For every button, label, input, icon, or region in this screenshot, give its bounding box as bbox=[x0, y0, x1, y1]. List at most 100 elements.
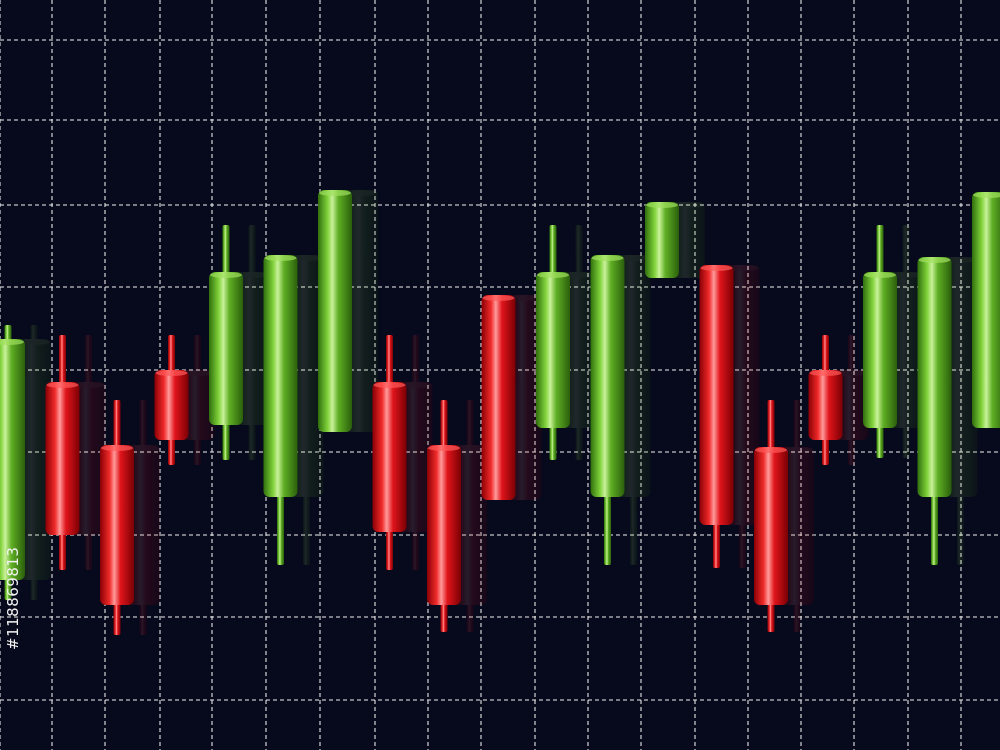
candle-body bbox=[645, 202, 679, 278]
candle-down-4 bbox=[154, 335, 189, 465]
candle-body bbox=[180, 370, 215, 440]
candle-down-10 bbox=[481, 295, 516, 500]
candle-down-9 bbox=[427, 400, 461, 632]
candle-cap bbox=[591, 255, 624, 261]
candle-cap bbox=[508, 295, 541, 301]
candle-down-8 bbox=[372, 335, 407, 570]
candle-body bbox=[725, 265, 760, 525]
candle-cap bbox=[835, 370, 868, 376]
candle-body bbox=[453, 445, 487, 605]
candle-cap bbox=[399, 382, 432, 388]
candle-cap bbox=[890, 272, 922, 278]
candle-up-12 bbox=[590, 255, 625, 565]
candle-body bbox=[889, 272, 923, 428]
candle-cap bbox=[373, 382, 406, 388]
candle-body bbox=[126, 445, 160, 605]
candle-up-7 bbox=[344, 190, 378, 432]
candle-body bbox=[808, 370, 843, 440]
candle-body bbox=[398, 382, 433, 532]
candle-cap bbox=[46, 382, 79, 388]
candle-down-10 bbox=[507, 295, 542, 500]
candle-cap bbox=[101, 445, 133, 451]
candle-body bbox=[943, 257, 978, 497]
candles bbox=[0, 190, 1000, 635]
stock-id-watermark: #118869813 bbox=[4, 546, 22, 650]
candle-body bbox=[235, 272, 269, 425]
candle-body bbox=[100, 445, 134, 605]
candle-body bbox=[562, 272, 596, 428]
candle-cap bbox=[726, 265, 759, 271]
candle-up-13 bbox=[671, 202, 705, 278]
candle-body bbox=[427, 445, 461, 605]
candle-down-14 bbox=[725, 265, 760, 568]
candle-body bbox=[17, 339, 51, 580]
candle-up-19 bbox=[972, 192, 1000, 428]
candle-down-16 bbox=[808, 335, 843, 465]
candle-down-9 bbox=[453, 400, 487, 632]
candle-cap bbox=[617, 255, 650, 261]
candle-up-17 bbox=[863, 225, 897, 458]
candle-cap bbox=[781, 447, 813, 453]
candle-down-2 bbox=[45, 335, 80, 570]
candle-body bbox=[972, 192, 1000, 428]
candle-up-6 bbox=[263, 255, 298, 565]
candle-body bbox=[754, 447, 788, 605]
candle-body bbox=[344, 190, 378, 432]
candle-cap bbox=[755, 447, 787, 453]
candle-down-4 bbox=[180, 335, 215, 465]
candle-up-1 bbox=[17, 325, 51, 600]
candle-cap bbox=[646, 202, 678, 208]
candle-cap bbox=[290, 255, 323, 261]
candle-up-13 bbox=[645, 202, 679, 278]
candle-down-8 bbox=[398, 335, 433, 570]
candle-cap bbox=[18, 339, 50, 345]
candle-cap bbox=[973, 192, 1000, 198]
candle-cap bbox=[264, 255, 297, 261]
candle-body bbox=[834, 370, 869, 440]
background-candles bbox=[17, 190, 1000, 635]
candle-up-7 bbox=[318, 190, 352, 432]
candle-up-5 bbox=[235, 225, 269, 460]
candle-body bbox=[154, 370, 189, 440]
candle-down-3 bbox=[126, 400, 160, 635]
candle-body bbox=[209, 272, 243, 425]
candle-down-16 bbox=[834, 335, 869, 465]
candle-up-6 bbox=[289, 255, 324, 565]
candle-cap bbox=[944, 257, 977, 263]
candle-up-12 bbox=[616, 255, 651, 565]
candle-body bbox=[263, 255, 298, 497]
candle-body bbox=[699, 265, 734, 525]
candle-up-11 bbox=[536, 225, 570, 460]
candle-body bbox=[780, 447, 814, 605]
candle-down-15 bbox=[780, 400, 814, 632]
candle-cap bbox=[482, 295, 515, 301]
candle-body bbox=[671, 202, 705, 278]
candle-cap bbox=[127, 445, 159, 451]
candle-down-14 bbox=[699, 265, 734, 568]
candle-cap bbox=[537, 272, 569, 278]
candle-body bbox=[536, 272, 570, 428]
candle-cap bbox=[236, 272, 268, 278]
candle-body bbox=[507, 295, 542, 500]
candle-cap bbox=[155, 370, 188, 376]
candle-cap bbox=[181, 370, 214, 376]
candle-down-3 bbox=[100, 400, 134, 635]
candle-up-18 bbox=[917, 257, 952, 565]
candle-body bbox=[45, 382, 80, 535]
candle-up-11 bbox=[562, 225, 596, 460]
candle-body bbox=[372, 382, 407, 532]
candle-body bbox=[616, 255, 651, 497]
candle-cap bbox=[672, 202, 704, 208]
candle-body bbox=[917, 257, 952, 497]
candle-up-17 bbox=[889, 225, 923, 458]
candle-down-15 bbox=[754, 400, 788, 632]
candle-up-1 bbox=[0, 325, 25, 600]
candle-body bbox=[0, 339, 25, 580]
candle-cap bbox=[428, 445, 460, 451]
candle-cap bbox=[0, 339, 24, 345]
candle-up-18 bbox=[943, 257, 978, 565]
candle-cap bbox=[809, 370, 842, 376]
candle-cap bbox=[72, 382, 105, 388]
candle-cap bbox=[345, 190, 377, 196]
